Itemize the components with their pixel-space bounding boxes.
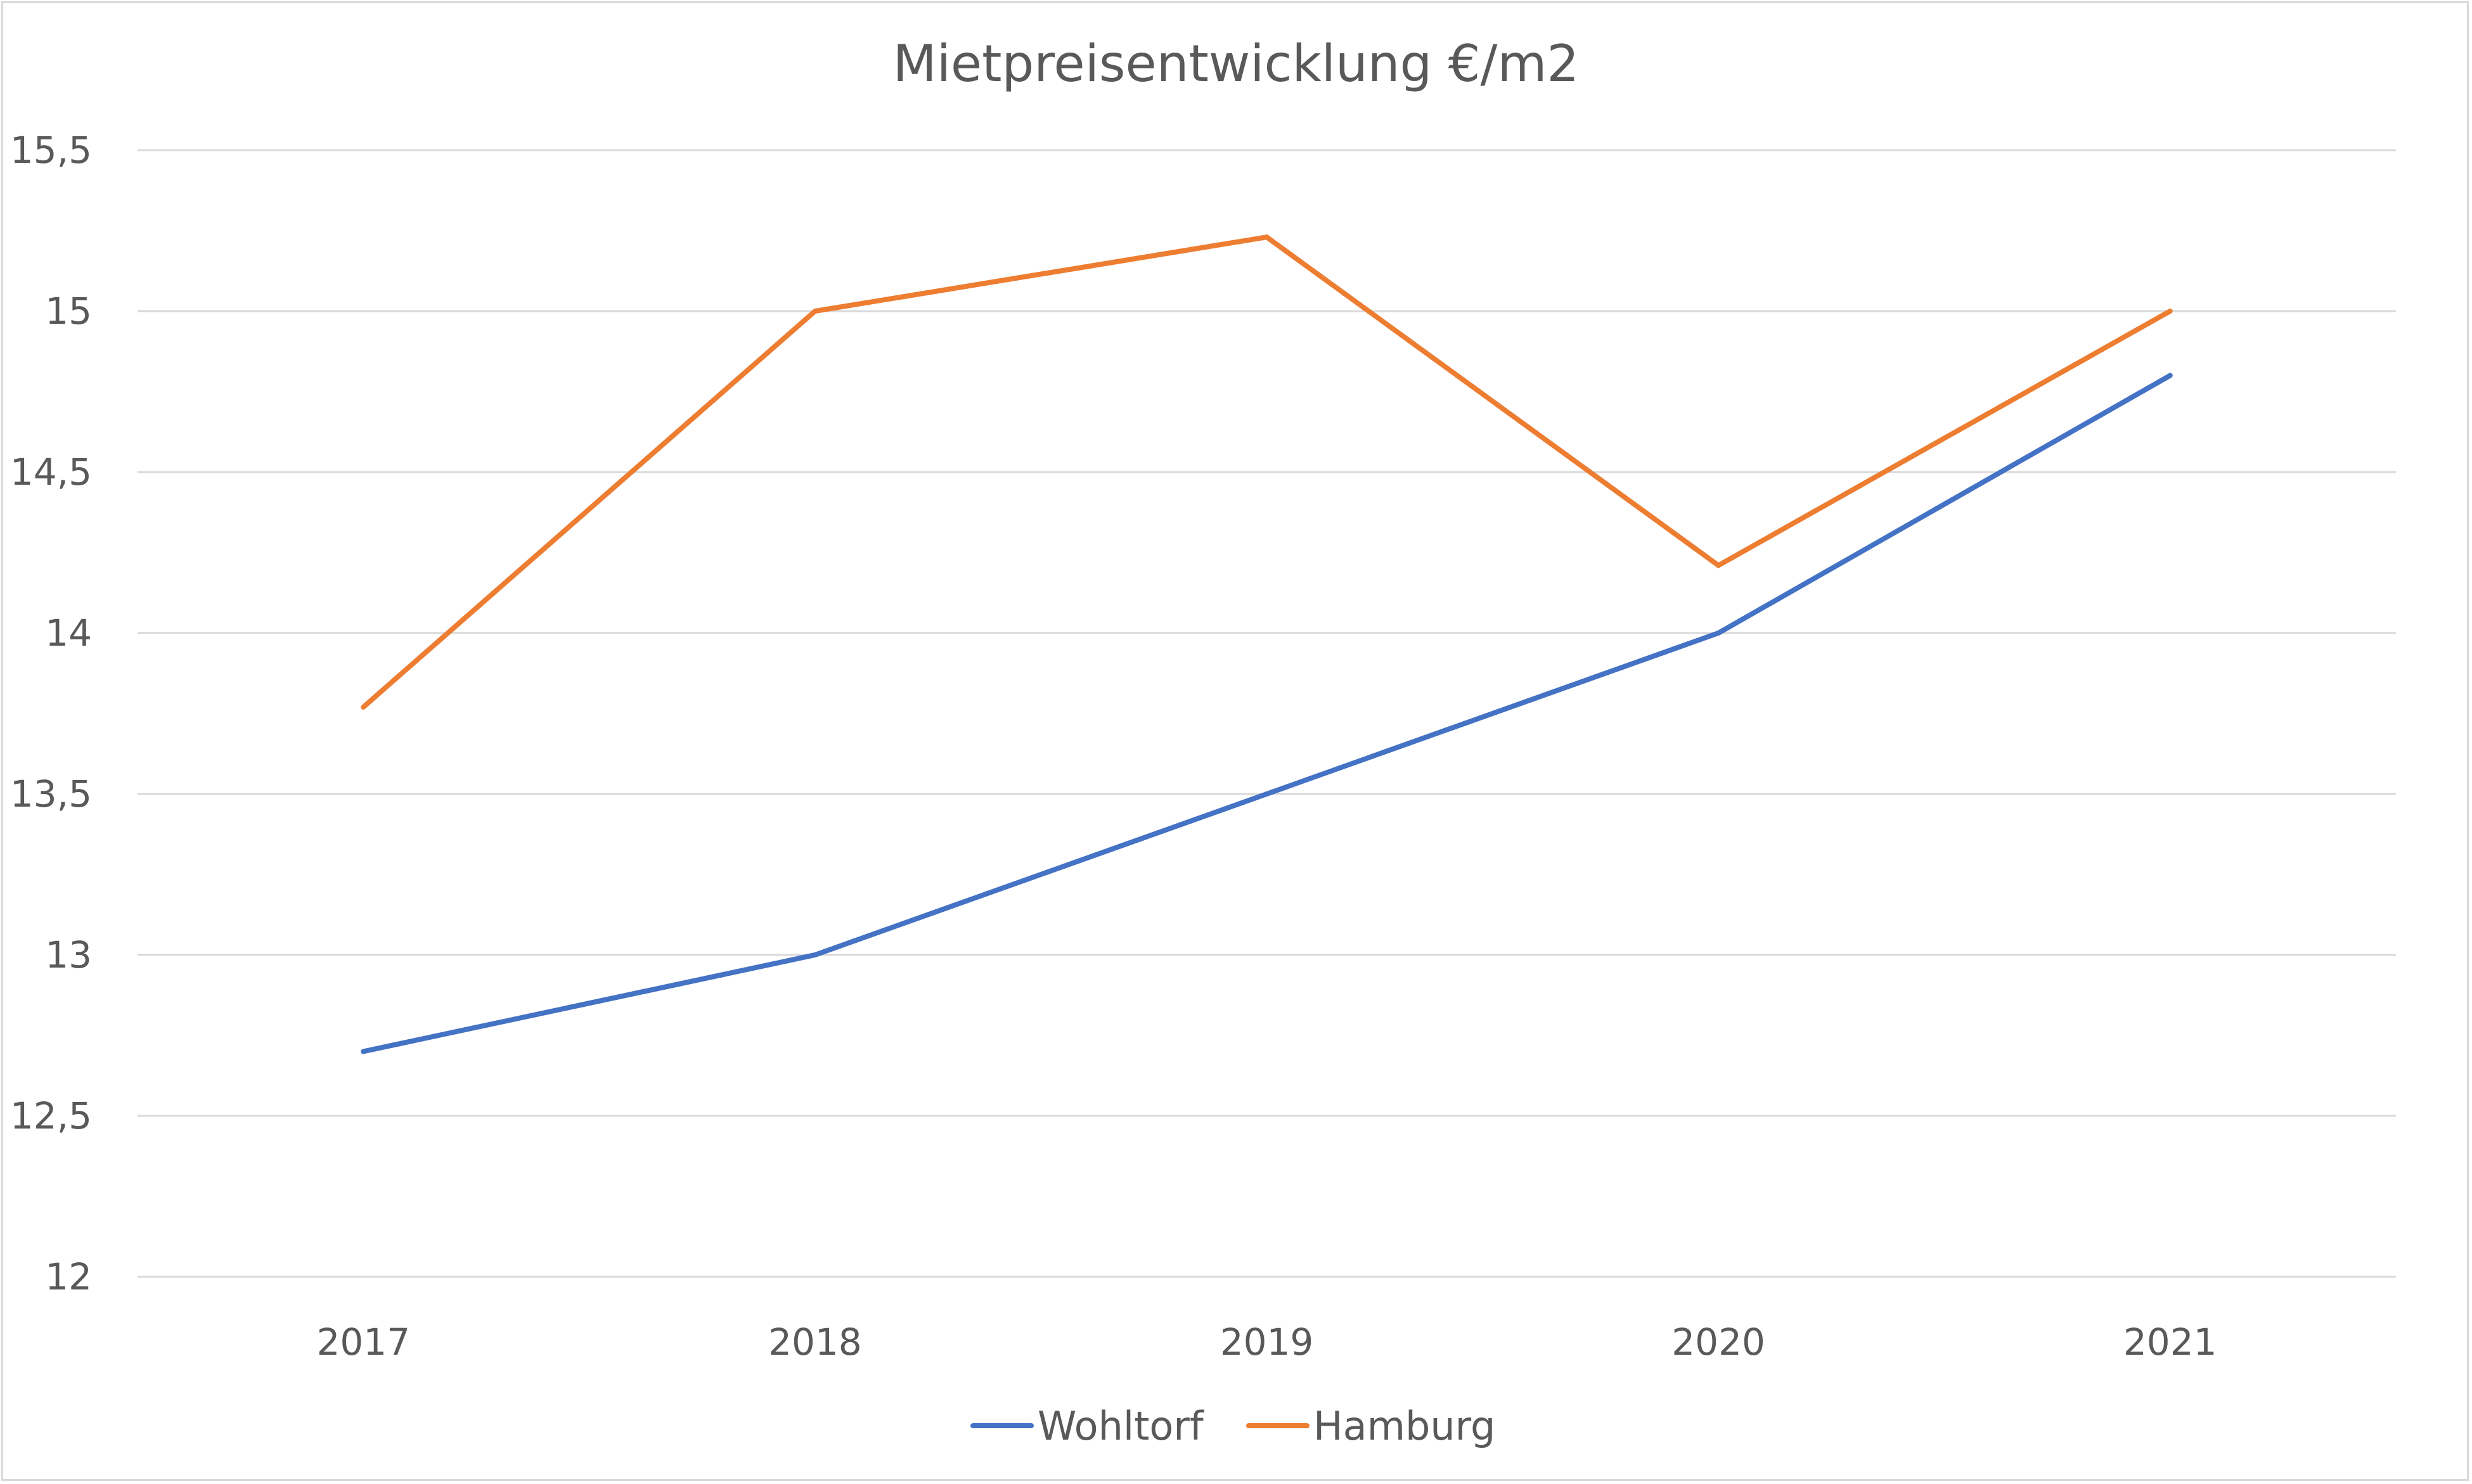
x-axis-ticks: 2017 2018 2019 2020 2021: [316, 1321, 2217, 1364]
y-tick-label: 14,5: [10, 451, 92, 494]
data-point: [1716, 563, 1722, 568]
legend[interactable]: Wohltorf Hamburg: [970, 1403, 1495, 1449]
data-point: [1716, 630, 1722, 636]
y-tick-label: 13,5: [10, 772, 92, 816]
data-point: [361, 704, 366, 710]
y-tick-label: 14: [45, 611, 92, 655]
gridlines: [138, 149, 2396, 1278]
x-tick-label: 2018: [768, 1321, 862, 1364]
data-point: [361, 1049, 366, 1054]
data-point: [812, 952, 818, 957]
data-point: [1264, 234, 1270, 240]
y-tick-label: 12: [45, 1255, 92, 1298]
series-lines: [361, 234, 2173, 1054]
y-tick-label: 13: [45, 933, 92, 976]
legend-item-hamburg[interactable]: Hamburg: [1246, 1403, 1495, 1449]
data-point: [2167, 373, 2173, 378]
series-line-wohltorf: [361, 373, 2173, 1054]
x-tick-label: 2017: [316, 1321, 410, 1364]
data-point: [2167, 309, 2173, 314]
legend-label: Wohltorf: [1038, 1403, 1205, 1449]
x-tick-label: 2019: [1220, 1321, 1314, 1364]
y-axis-ticks: 12 12,5 13 13,5 14 14,5 15 15,5: [10, 129, 92, 1298]
data-point: [812, 309, 818, 314]
x-tick-label: 2021: [2123, 1321, 2217, 1364]
legend-label: Hamburg: [1313, 1403, 1495, 1449]
data-point: [1264, 791, 1270, 796]
legend-item-wohltorf[interactable]: Wohltorf: [970, 1403, 1205, 1449]
chart-title: Mietpreisentwicklung €/m2: [893, 34, 1580, 93]
y-tick-label: 15: [45, 290, 92, 333]
x-tick-label: 2020: [1671, 1321, 1765, 1364]
y-tick-label: 15,5: [10, 129, 92, 172]
y-tick-label: 12,5: [10, 1094, 92, 1137]
